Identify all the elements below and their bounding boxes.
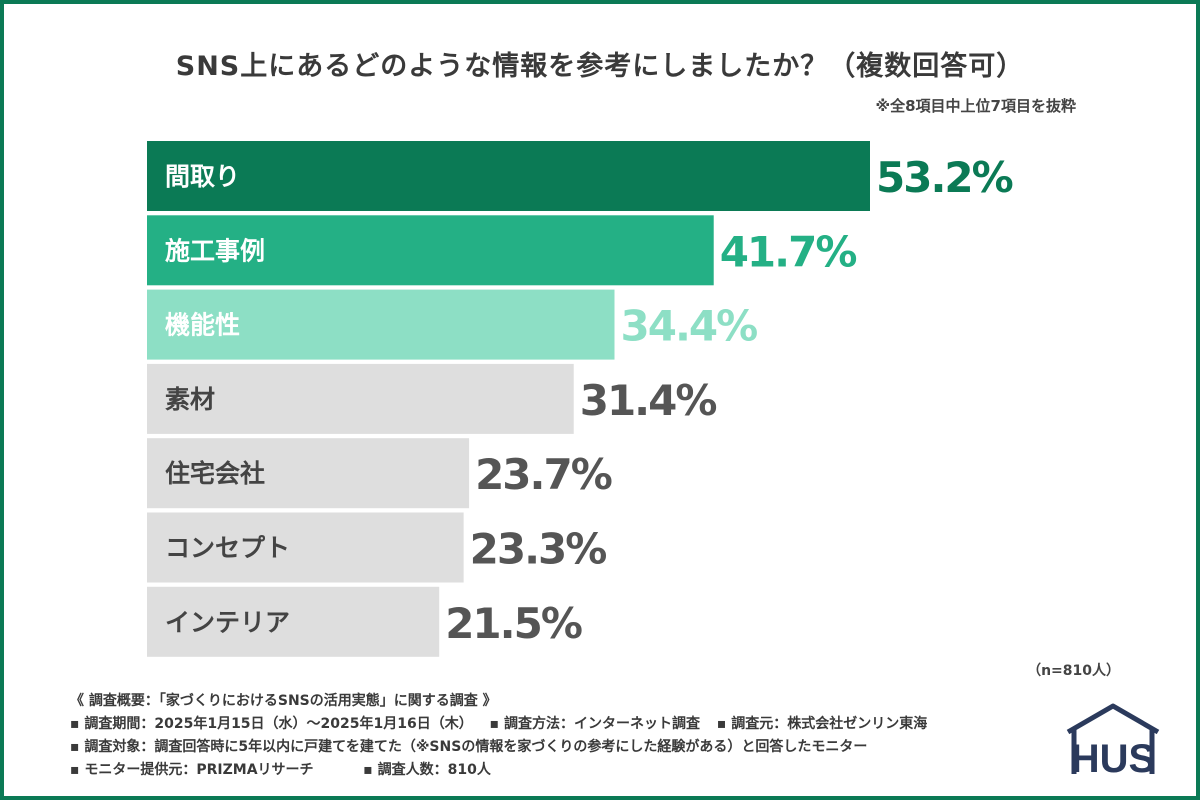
bar-value-label: 34.4%: [621, 302, 758, 351]
bar: [147, 215, 714, 286]
bar-value-label: 53.2%: [876, 153, 1013, 202]
bar: [147, 289, 615, 360]
bar-value-label: 23.3%: [470, 525, 607, 574]
bar-category-label: インテリア: [165, 608, 290, 637]
house-logo-icon: HUS: [1066, 703, 1160, 778]
logo-text: HUS: [1071, 737, 1155, 778]
bar: [147, 586, 440, 657]
survey-period: ▪ 調査期間：2025年1月15日（水）～2025年1月16日（木）: [70, 716, 473, 732]
bar-category-label: コンセプト: [165, 534, 290, 563]
chart-subnote: ※全8項目中上位7項目を抜粋: [875, 97, 1076, 115]
survey-method: ▪ 調査方法：インターネット調査: [489, 716, 700, 732]
bar-category-label: 素材: [165, 385, 215, 414]
sample-size: （n=810人）: [1027, 663, 1120, 679]
bar-value-label: 23.7%: [475, 450, 612, 499]
bar-category-label: 住宅会社: [165, 459, 265, 488]
bar: [147, 438, 470, 509]
survey-target: ▪ 調査対象：調査回答時に5年以内に戸建てを建てた（※SNSの情報を家づくりの参…: [70, 739, 868, 755]
bar-category-label: 機能性: [165, 311, 240, 340]
survey-footnotes: 《 調査概要：「家づくりにおけるSNSの活用実態」に関する調査 》 ▪ 調査期間…: [70, 690, 927, 782]
bar: [147, 141, 870, 211]
survey-line-3: ▪ モニター提供元：PRIZMAリサーチ ▪ 調査人数：810人: [70, 759, 927, 782]
bar: [147, 512, 464, 583]
chart-title: SNS上にあるどのような情報を参考にしましたか？（複数回答可）: [175, 51, 1025, 82]
bar-value-label: 31.4%: [580, 376, 717, 425]
bar-category-label: 間取り: [165, 162, 240, 191]
survey-provider: ▪ モニター提供元：PRIZMAリサーチ: [70, 762, 314, 778]
survey-title: 《 調査概要：「家づくりにおけるSNSの活用実態」に関する調査 》: [70, 693, 497, 709]
bar-value-label: 41.7%: [720, 227, 857, 276]
survey-count: ▪ 調査人数：810人: [363, 762, 491, 778]
survey-source: ▪ 調査元：株式会社ゼンリン東海: [716, 716, 928, 732]
bar-value-label: 21.5%: [445, 599, 582, 648]
bar: [147, 363, 574, 434]
survey-line-1: ▪ 調査期間：2025年1月15日（水）～2025年1月16日（木） ▪ 調査方…: [70, 713, 927, 736]
bar-category-label: 施工事例: [165, 236, 265, 265]
